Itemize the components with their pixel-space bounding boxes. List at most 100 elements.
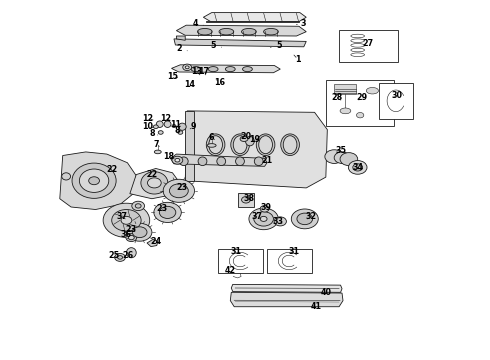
Ellipse shape	[112, 210, 141, 231]
Text: 21: 21	[262, 156, 272, 165]
Text: 38: 38	[244, 194, 254, 203]
Text: 40: 40	[320, 288, 331, 297]
Text: 23: 23	[177, 183, 188, 192]
Ellipse shape	[351, 39, 365, 42]
Ellipse shape	[297, 213, 313, 225]
Ellipse shape	[219, 28, 234, 35]
Ellipse shape	[191, 67, 201, 72]
Bar	[238, 193, 254, 207]
Ellipse shape	[163, 179, 195, 202]
Text: 7: 7	[153, 140, 159, 149]
Text: 35: 35	[335, 146, 346, 155]
Ellipse shape	[254, 212, 273, 226]
Text: 2: 2	[176, 44, 187, 53]
Bar	[339, 30, 398, 62]
Bar	[267, 249, 312, 273]
Ellipse shape	[209, 136, 222, 154]
Ellipse shape	[231, 134, 249, 156]
Text: 14: 14	[185, 80, 196, 89]
Polygon shape	[185, 111, 194, 181]
Ellipse shape	[72, 163, 116, 198]
Polygon shape	[107, 205, 146, 235]
Polygon shape	[203, 13, 306, 22]
Ellipse shape	[164, 121, 171, 127]
Ellipse shape	[172, 156, 183, 164]
Ellipse shape	[245, 136, 254, 146]
Ellipse shape	[128, 235, 134, 240]
Polygon shape	[230, 292, 343, 307]
Text: 37: 37	[252, 212, 263, 221]
Text: 12: 12	[143, 114, 153, 123]
Ellipse shape	[236, 157, 245, 166]
Ellipse shape	[254, 157, 263, 166]
Ellipse shape	[325, 150, 343, 163]
Text: 4: 4	[192, 19, 203, 28]
Text: 23: 23	[126, 225, 137, 234]
Ellipse shape	[156, 121, 163, 127]
Ellipse shape	[198, 157, 207, 166]
Ellipse shape	[154, 202, 181, 222]
Ellipse shape	[206, 134, 225, 156]
Ellipse shape	[242, 197, 250, 203]
Text: 20: 20	[241, 132, 251, 141]
Ellipse shape	[366, 87, 378, 94]
Ellipse shape	[62, 173, 71, 180]
Ellipse shape	[264, 28, 278, 35]
Polygon shape	[130, 168, 180, 199]
Ellipse shape	[334, 152, 350, 163]
Ellipse shape	[132, 227, 147, 238]
Ellipse shape	[207, 144, 216, 147]
Bar	[218, 249, 263, 273]
Ellipse shape	[340, 153, 358, 166]
Ellipse shape	[225, 67, 235, 72]
Text: 11: 11	[170, 120, 181, 129]
Ellipse shape	[147, 178, 161, 188]
Ellipse shape	[126, 248, 136, 258]
Ellipse shape	[351, 44, 365, 47]
Polygon shape	[171, 154, 267, 166]
Text: 12: 12	[160, 113, 171, 122]
Ellipse shape	[175, 158, 180, 162]
Text: 28: 28	[332, 94, 343, 102]
Polygon shape	[231, 284, 342, 292]
Ellipse shape	[348, 161, 367, 174]
Ellipse shape	[233, 136, 247, 154]
Ellipse shape	[256, 134, 275, 156]
Text: 22: 22	[106, 165, 117, 174]
Bar	[334, 84, 356, 94]
Ellipse shape	[283, 136, 297, 154]
Text: 41: 41	[311, 302, 321, 311]
Text: 33: 33	[273, 217, 284, 226]
Text: 9: 9	[190, 122, 196, 131]
Ellipse shape	[208, 67, 218, 72]
Ellipse shape	[291, 209, 318, 229]
Polygon shape	[176, 36, 185, 40]
Text: 3: 3	[296, 19, 306, 28]
Text: 5: 5	[210, 40, 221, 49]
Text: 8: 8	[174, 126, 180, 135]
Text: 19: 19	[249, 135, 260, 144]
Ellipse shape	[217, 157, 225, 166]
Ellipse shape	[121, 216, 132, 224]
Text: 8: 8	[149, 129, 158, 138]
Text: 29: 29	[356, 94, 367, 102]
Bar	[379, 83, 413, 119]
Text: 16: 16	[214, 77, 225, 86]
Text: 39: 39	[260, 202, 271, 211]
Text: 42: 42	[225, 266, 236, 275]
Ellipse shape	[159, 206, 176, 219]
Ellipse shape	[183, 64, 192, 71]
Ellipse shape	[118, 256, 122, 259]
Ellipse shape	[79, 169, 109, 192]
Ellipse shape	[281, 134, 299, 156]
Ellipse shape	[340, 108, 351, 114]
Ellipse shape	[240, 136, 248, 141]
Ellipse shape	[179, 157, 188, 166]
Polygon shape	[172, 65, 280, 73]
Ellipse shape	[197, 28, 212, 35]
Ellipse shape	[141, 172, 168, 194]
Text: 27: 27	[362, 40, 373, 49]
Ellipse shape	[178, 123, 186, 130]
Ellipse shape	[351, 48, 365, 52]
Ellipse shape	[243, 67, 252, 72]
